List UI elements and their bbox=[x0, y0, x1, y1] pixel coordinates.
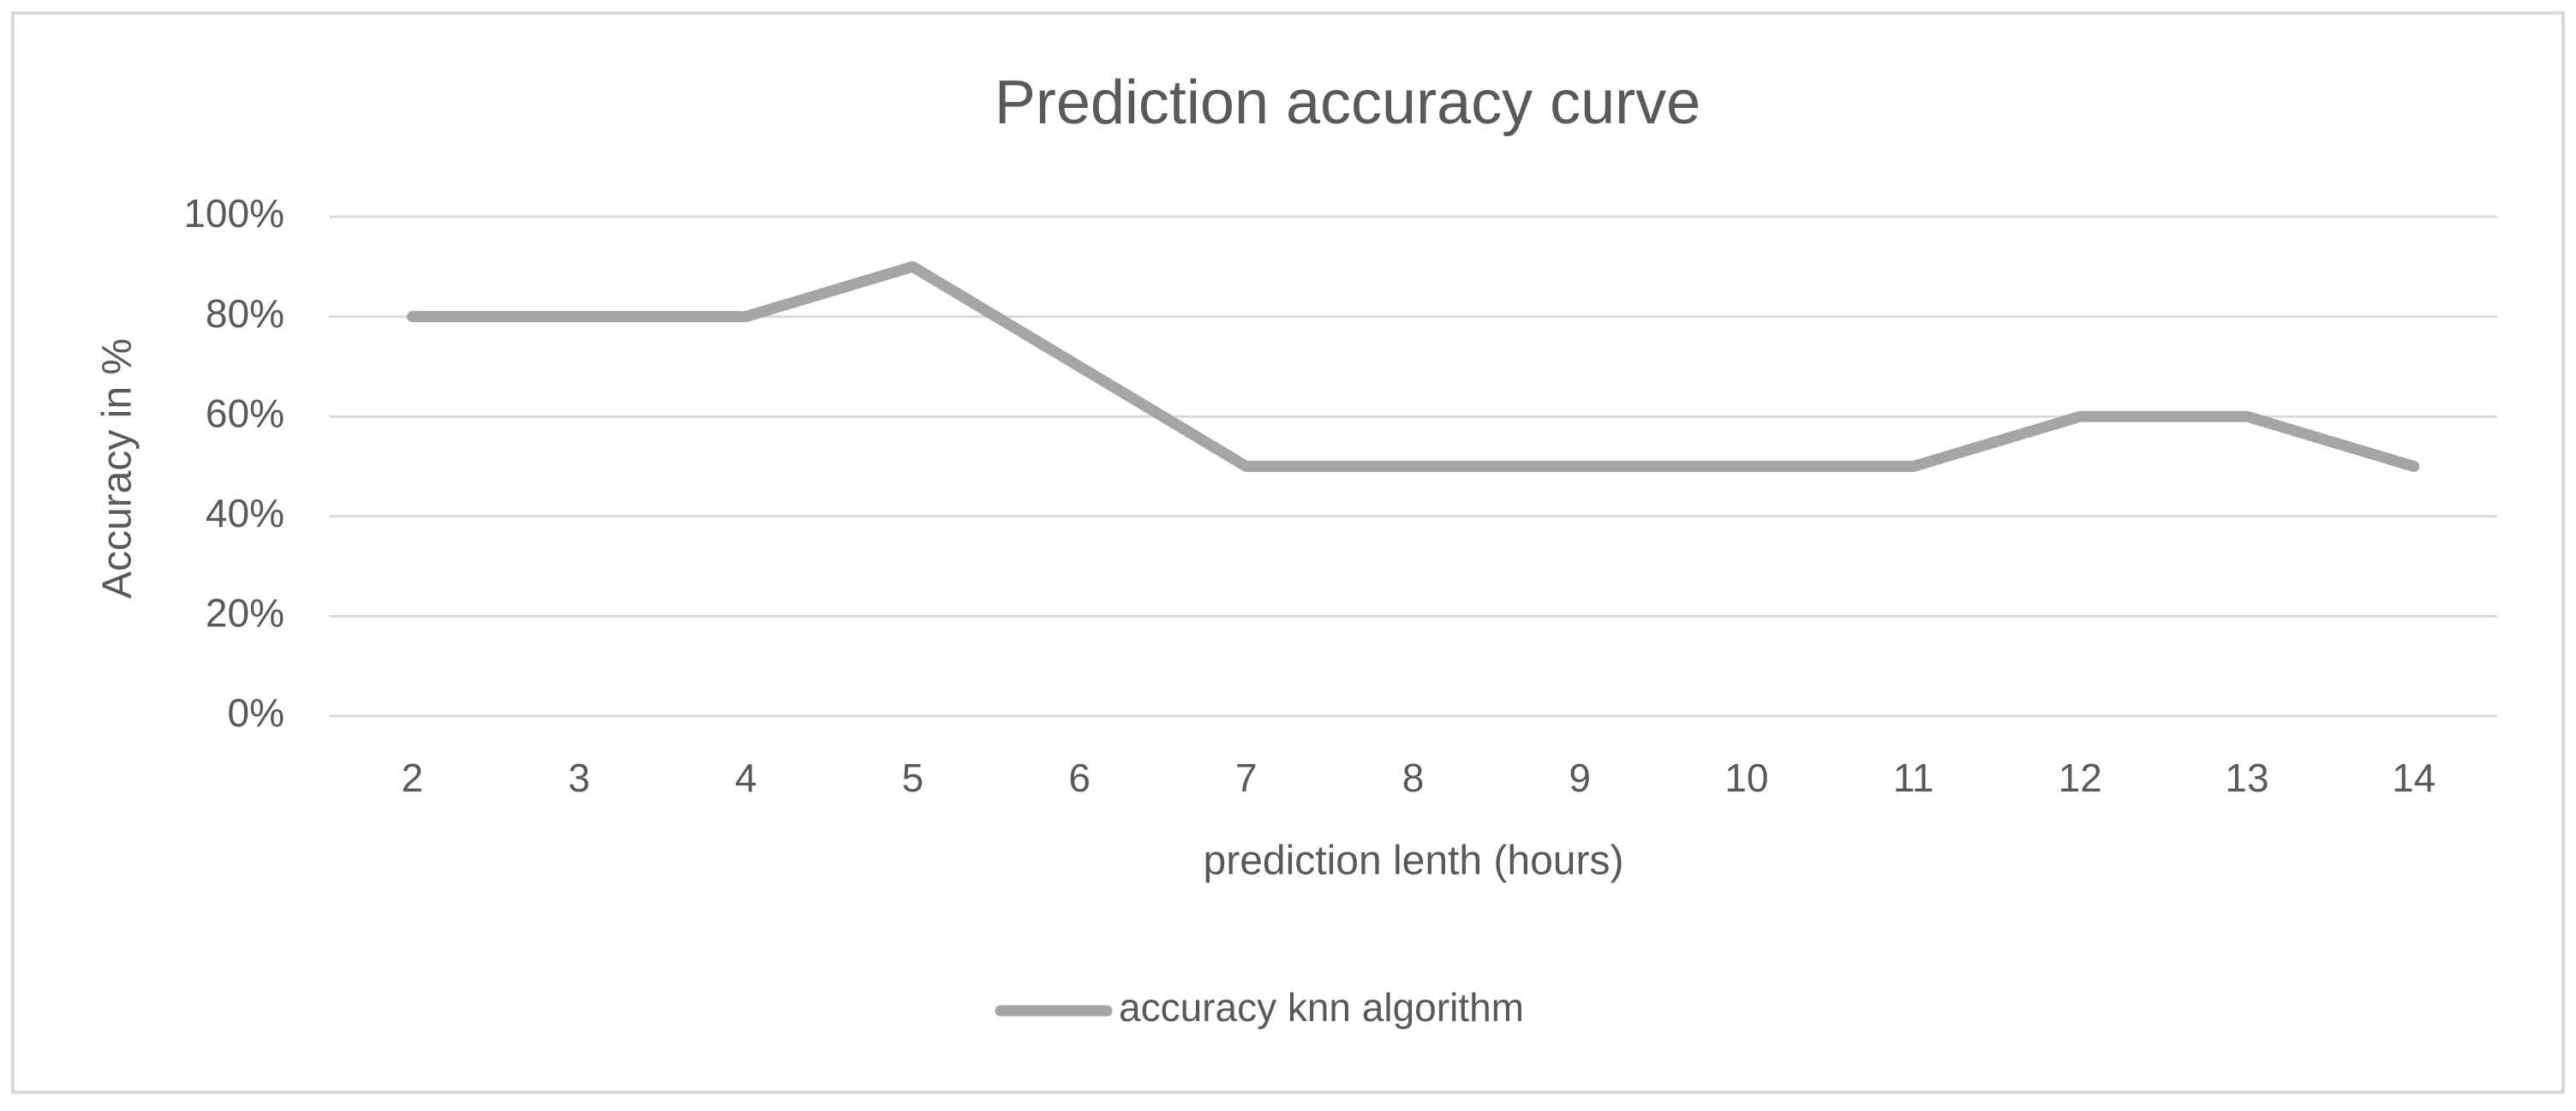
y-tick-label: 100% bbox=[183, 191, 284, 236]
x-tick-label: 8 bbox=[1402, 756, 1425, 800]
x-tick-label: 5 bbox=[902, 756, 924, 800]
x-axis-label: prediction lenth (hours) bbox=[1204, 839, 1624, 884]
chart-title: Prediction accuracy curve bbox=[995, 69, 1700, 137]
y-tick-label: 80% bbox=[206, 291, 284, 336]
y-tick-label: 0% bbox=[228, 690, 284, 735]
x-tick-label: 11 bbox=[1893, 756, 1934, 800]
y-tick-label: 20% bbox=[206, 591, 284, 636]
y-axis-label: Accuracy in % bbox=[95, 338, 140, 599]
data-line bbox=[406, 260, 2420, 472]
x-tick-label: 10 bbox=[1724, 756, 1768, 800]
x-tick-label: 2 bbox=[402, 756, 424, 800]
x-tick-label: 4 bbox=[735, 756, 757, 800]
x-tick-label: 14 bbox=[2392, 756, 2436, 800]
x-tick-label: 7 bbox=[1235, 756, 1258, 800]
y-tick-label: 60% bbox=[206, 391, 284, 435]
x-tick-label: 3 bbox=[568, 756, 590, 800]
chart-border bbox=[11, 11, 2565, 1094]
x-tick-label: 9 bbox=[1569, 756, 1591, 800]
x-tick-label: 13 bbox=[2225, 756, 2268, 800]
x-tick-label: 12 bbox=[2059, 756, 2102, 800]
legend-label: accuracy knn algorithm bbox=[1119, 985, 1524, 1030]
x-tick-label: 6 bbox=[1068, 756, 1091, 800]
y-tick-label: 40% bbox=[206, 491, 284, 535]
